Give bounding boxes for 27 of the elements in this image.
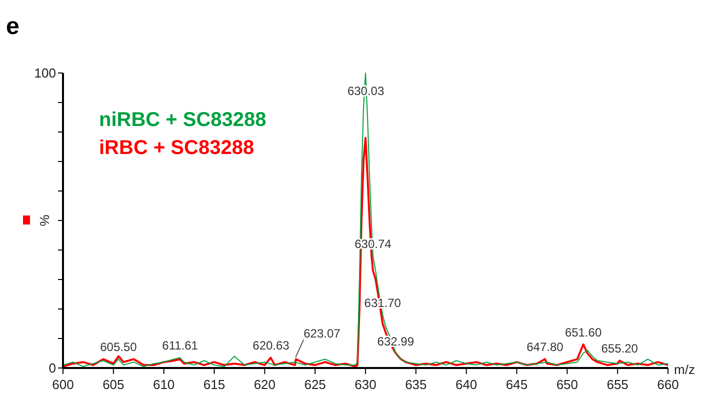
text: iRBC + SC83288 [99, 137, 254, 159]
annotation: 605.50 [100, 340, 138, 354]
x-tick-label: 635 [405, 377, 427, 392]
x-tick-label: 630 [354, 377, 376, 392]
x-tick-label: 655 [606, 377, 628, 392]
y-tick-label: 100 [34, 66, 56, 81]
x-tick-label: 660 [657, 377, 679, 392]
x-axis-title: m/z [674, 362, 695, 377]
x-tick-label: 640 [455, 377, 478, 392]
y-tick-label: 0 [48, 360, 56, 376]
x-tick-label: 610 [152, 377, 175, 392]
x-tick-label: 615 [203, 377, 226, 392]
annotation: 623.07 [304, 326, 341, 341]
annotation: 611.61 [162, 338, 198, 353]
y-axis-title: % [37, 214, 52, 226]
x-tick-label: 620 [254, 377, 276, 392]
annotation: 647.80 [526, 340, 564, 354]
x-tick-label: 625 [304, 377, 326, 392]
x-tick-label: 605 [102, 377, 124, 392]
annotation: 655.20 [601, 342, 638, 356]
text: niRBC + SC83288 [99, 109, 266, 131]
x-tick-label: 645 [506, 377, 528, 392]
chart-title: e [6, 13, 20, 40]
annotation: 620.63 [252, 338, 290, 353]
annotation: 651.60 [564, 325, 602, 340]
x-tick-label: 650 [556, 377, 578, 392]
x-tick-label: 600 [52, 377, 74, 392]
